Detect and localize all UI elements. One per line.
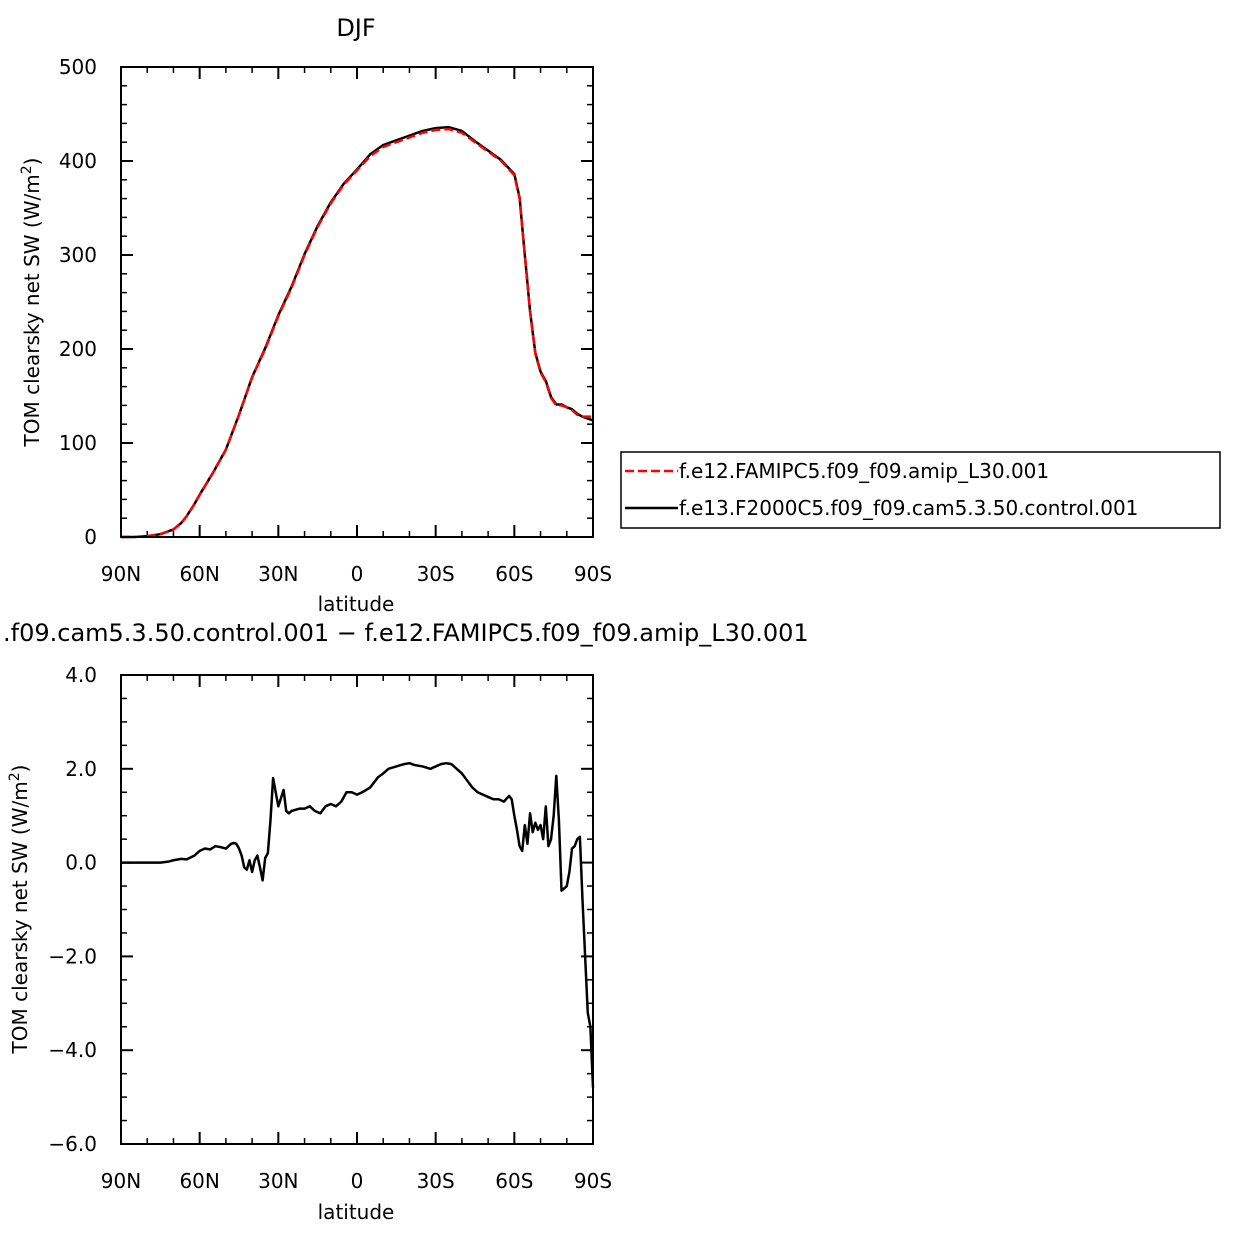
panel2-y-tick-label: −2.0 xyxy=(48,944,97,968)
panel1-plot-frame xyxy=(120,66,594,538)
panel1-y-tick-labels: 0 100 200 300 400 500 xyxy=(59,55,97,549)
legend-label-amip: f.e12.FAMIPC5.f09_f09.amip_L30.001 xyxy=(679,459,1049,483)
panel1-y-tick-label: 100 xyxy=(59,431,97,455)
panel-difference: .f09.cam5.3.50.control.001 − f.e12.FAMIP… xyxy=(3,619,809,1224)
panel1-series-line-amip xyxy=(121,127,593,539)
panel2-y-axis-title: TOM clearsky net SW (W/m2) xyxy=(7,765,32,1055)
panel1-y-tick-label: 400 xyxy=(59,149,97,173)
panel2-y-tick-label: −6.0 xyxy=(48,1132,97,1156)
panel2-x-tick-label: 90N xyxy=(101,1169,141,1193)
panel1-x-tick-label: 60N xyxy=(179,562,219,586)
panel2-x-tick-label: 30S xyxy=(417,1169,455,1193)
panel1-series-group xyxy=(121,125,594,539)
panel1-x-tick-label: 30N xyxy=(258,562,298,586)
panel2-x-tick-label: 0 xyxy=(351,1169,364,1193)
panel2-y-tick-label: 2.0 xyxy=(65,757,97,781)
panel2-y-tick-labels: −6.0 −4.0 −2.0 0.0 2.0 4.0 xyxy=(48,663,97,1156)
panel1-y-tick-label: 300 xyxy=(59,243,97,267)
panel2-series-group xyxy=(121,761,595,1088)
panel1-ticks xyxy=(120,66,594,538)
panel1-x-tick-labels: 90N 60N 30N 0 30S 60S 90S xyxy=(101,562,612,586)
panel1-x-axis-title: latitude xyxy=(318,592,395,616)
panel1-y-tick-label: 200 xyxy=(59,337,97,361)
panel1-y-axis-title-sup: 2 xyxy=(19,165,35,174)
panel1-y-axis-title-close: ) xyxy=(20,158,44,166)
panel1-x-tick-label: 60S xyxy=(495,562,533,586)
legend: f.e12.FAMIPC5.f09_f09.amip_L30.001 f.e13… xyxy=(620,451,1221,529)
panel1-y-tick-label: 0 xyxy=(84,525,97,549)
panel2-x-tick-label: 90S xyxy=(574,1169,612,1193)
panel1-x-tick-label: 90S xyxy=(574,562,612,586)
panel2-x-tick-label: 60S xyxy=(495,1169,533,1193)
panel1-x-tick-label: 0 xyxy=(351,562,364,586)
panel-djf-climatology: DJF 90N 60N 30N 0 30S 60S 90S 0 100 200 300 400 500… xyxy=(19,14,1221,616)
panel2-x-tick-label: 60N xyxy=(179,1169,219,1193)
panel1-y-tick-label: 500 xyxy=(59,55,97,79)
panel2-title: .f09.cam5.3.50.control.001 − f.e12.FAMIP… xyxy=(3,619,809,647)
legend-label-control: f.e13.F2000C5.f09_f09.cam5.3.50.control.… xyxy=(679,496,1138,520)
panel2-y-axis-title-sup: 2 xyxy=(7,772,23,781)
panel1-title: DJF xyxy=(336,14,375,42)
panel1-series-line-control xyxy=(121,125,594,539)
panel2-y-axis-title-main: TOM clearsky net SW (W/m xyxy=(8,781,32,1054)
panel2-x-tick-labels: 90N 60N 30N 0 30S 60S 90S xyxy=(101,1169,612,1193)
panel2-plot-frame xyxy=(120,674,594,1145)
legend-box xyxy=(620,451,1221,529)
panel1-y-axis-title: TOM clearsky net SW (W/m2) xyxy=(19,158,44,448)
panel1-y-axis-title-main: TOM clearsky net SW (W/m xyxy=(20,174,44,447)
panel2-series-line-difference xyxy=(121,761,595,1088)
panel2-y-tick-label: −4.0 xyxy=(48,1038,97,1062)
panel2-y-tick-label: 0.0 xyxy=(65,851,97,875)
panel2-y-tick-label: 4.0 xyxy=(65,663,97,687)
panel1-x-tick-label: 90N xyxy=(101,562,141,586)
panel2-x-tick-label: 30N xyxy=(258,1169,298,1193)
panel2-y-axis-title-close: ) xyxy=(8,765,32,773)
panel1-x-tick-label: 30S xyxy=(417,562,455,586)
panel2-x-axis-title: latitude xyxy=(318,1200,395,1224)
panel2-ticks xyxy=(120,674,594,1145)
